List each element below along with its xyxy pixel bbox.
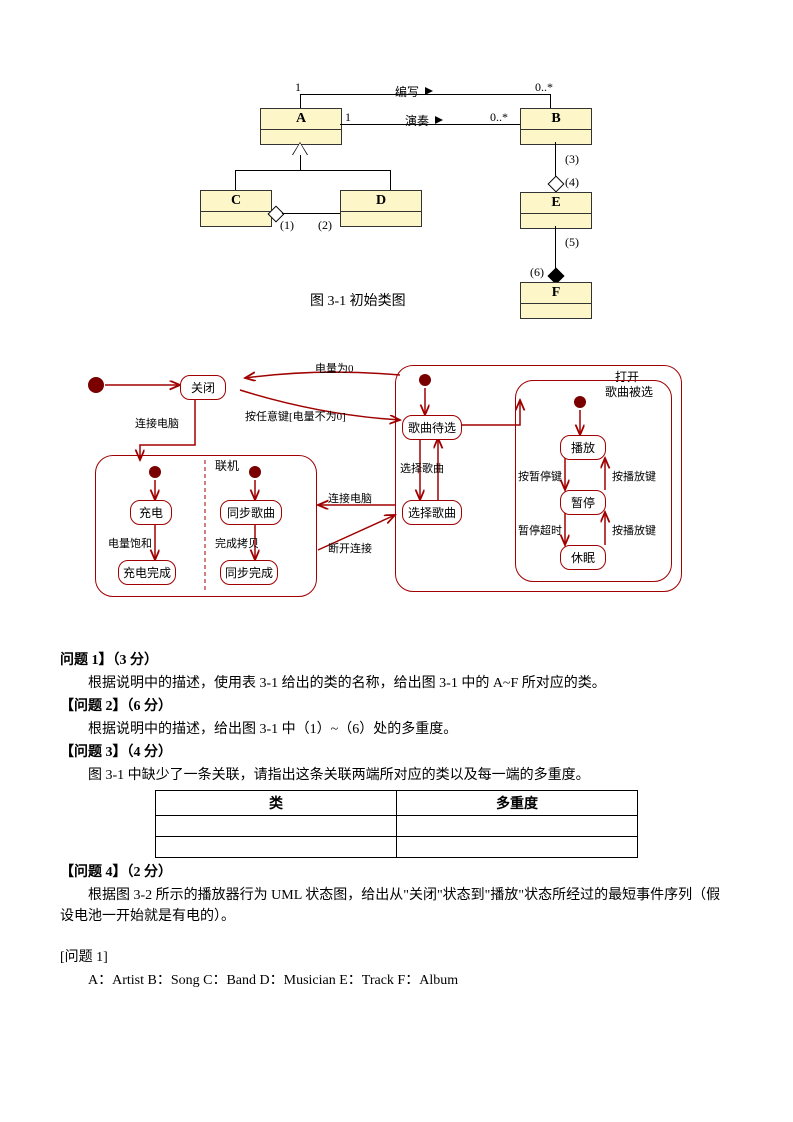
assoc-perform: 演奏 xyxy=(405,112,429,129)
region-selected-label: 歌曲被选 xyxy=(605,383,653,400)
event-battery0: 电量为0 xyxy=(315,360,354,376)
q3-title: 【问题 3】（4 分） xyxy=(60,745,172,760)
event-connect2: 连接电脑 xyxy=(328,490,372,506)
initial-state-icon xyxy=(149,466,161,478)
th-class: 类 xyxy=(156,791,397,816)
event-connect: 连接电脑 xyxy=(135,415,179,431)
note-5: (5) xyxy=(565,235,579,250)
q1-body: 根据说明中的描述，使用表 3-1 给出的类的名称，给出图 3-1 中的 A~F … xyxy=(60,673,733,694)
class-E: E xyxy=(520,192,592,229)
event-select: 选择歌曲 xyxy=(400,460,444,476)
class-D-label: D xyxy=(341,191,421,212)
line xyxy=(390,170,391,190)
event-play: 按播放键 xyxy=(612,468,656,484)
note-6: (6) xyxy=(530,265,544,280)
state-pause: 暂停 xyxy=(560,490,606,515)
line xyxy=(235,170,390,171)
mult-0star-top: 0..* xyxy=(535,80,553,95)
uml-caption: 图 3-1 初始类图 xyxy=(310,290,406,310)
state-charge: 充电 xyxy=(130,500,172,525)
initial-state-icon xyxy=(419,374,431,386)
class-D: D xyxy=(340,190,422,227)
class-F: F xyxy=(520,282,592,319)
q4-title: 【问题 4】（2 分） xyxy=(60,865,172,880)
ans-title: [问题 1] xyxy=(60,947,733,968)
table-cell xyxy=(397,816,638,837)
text-section: 问题 1】（3 分） 根据说明中的描述，使用表 3-1 给出的类的名称，给出图 … xyxy=(60,650,733,991)
table-cell xyxy=(156,837,397,858)
class-F-label: F xyxy=(521,283,591,304)
note-4: (4) xyxy=(565,175,579,190)
event-pause: 按暂停键 xyxy=(518,468,562,484)
ans-body: A：Artist B：Song C：Band D：Musician E：Trac… xyxy=(60,970,733,991)
line xyxy=(550,94,551,108)
note-3: (3) xyxy=(565,152,579,167)
q3-body: 图 3-1 中缺少了一条关联，请指出这条关联两端所对应的类以及每一端的多重度。 xyxy=(60,765,733,786)
assoc-write: 编写 xyxy=(395,83,419,100)
initial-state-icon xyxy=(249,466,261,478)
state-sync: 同步歌曲 xyxy=(220,500,282,525)
th-mult: 多重度 xyxy=(397,791,638,816)
class-C-label: C xyxy=(201,191,271,212)
class-A-label: A xyxy=(261,109,341,130)
region-online-label: 联机 xyxy=(215,457,239,474)
line xyxy=(300,155,301,170)
q2-title: 【问题 2】（6 分） xyxy=(60,699,172,714)
state-diagram: 关闭 电量为0 连接电脑 按任意键[电量不为0] 联机 充电 同步歌曲 电量饱和… xyxy=(60,360,733,630)
initial-state-icon xyxy=(88,377,104,393)
line xyxy=(300,94,550,95)
note-2: (2) xyxy=(318,218,332,233)
arrow-icon xyxy=(435,116,443,124)
class-A: A xyxy=(260,108,342,145)
event-play2: 按播放键 xyxy=(612,522,656,538)
state-closed: 关闭 xyxy=(180,375,226,400)
event-copydone: 完成拷贝 xyxy=(215,535,259,551)
table-cell xyxy=(397,837,638,858)
table-cell xyxy=(156,816,397,837)
q4-body: 根据图 3-2 所示的播放器行为 UML 状态图，给出从"关闭"状态到"播放"状… xyxy=(60,885,733,927)
state-syncdone: 同步完成 xyxy=(220,560,278,585)
line xyxy=(235,170,236,190)
mult-0star: 0..* xyxy=(490,110,508,125)
class-E-label: E xyxy=(521,193,591,214)
mult-1: 1 xyxy=(345,110,351,125)
q2-body: 根据说明中的描述，给出图 3-1 中（1）~（6）处的多重度。 xyxy=(60,719,733,740)
uml-class-diagram: 1 编写 0..* A B 1 演奏 0..* C xyxy=(140,80,733,350)
q1-title: 问题 1】（3 分） xyxy=(60,653,158,668)
class-B-label: B xyxy=(521,109,591,130)
note-1: (1) xyxy=(280,218,294,233)
state-play: 播放 xyxy=(560,435,606,460)
event-disconnect: 断开连接 xyxy=(328,540,372,556)
event-anykey: 按任意键[电量不为0] xyxy=(245,408,346,424)
state-select: 选择歌曲 xyxy=(402,500,462,525)
state-chargedone: 充电完成 xyxy=(118,560,176,585)
state-wait: 歌曲待选 xyxy=(402,415,462,440)
event-full: 电量饱和 xyxy=(108,535,152,551)
line xyxy=(282,213,340,214)
mult-1-top: 1 xyxy=(295,80,301,95)
aggregation-icon xyxy=(548,176,565,193)
multiplicity-table: 类 多重度 xyxy=(155,790,638,858)
class-B: B xyxy=(520,108,592,145)
class-C: C xyxy=(200,190,272,227)
event-timeout: 暂停超时 xyxy=(518,522,562,538)
generalization-icon xyxy=(292,142,308,155)
line xyxy=(300,94,301,108)
state-sleep: 休眠 xyxy=(560,545,606,570)
initial-state-icon xyxy=(574,396,586,408)
